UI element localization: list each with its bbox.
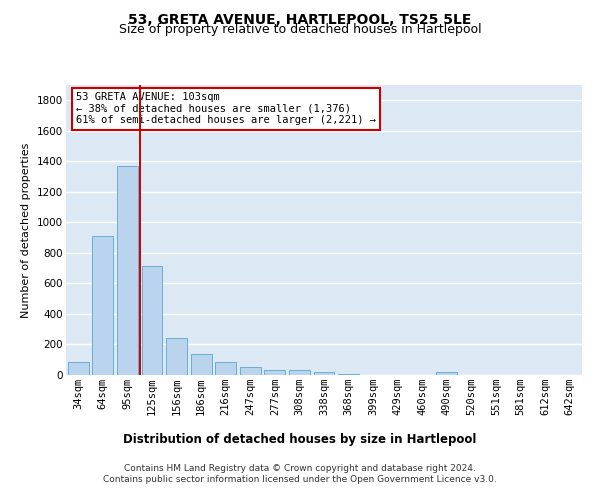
Bar [289, 370, 310, 375]
Text: 53 GRETA AVENUE: 103sqm
← 38% of detached houses are smaller (1,376)
61% of semi: 53 GRETA AVENUE: 103sqm ← 38% of detache… [76, 92, 376, 126]
Bar [117, 166, 138, 375]
Text: Distribution of detached houses by size in Hartlepool: Distribution of detached houses by size … [124, 432, 476, 446]
Bar [314, 372, 334, 375]
Bar [191, 354, 212, 375]
Bar [338, 374, 359, 375]
Bar [436, 372, 457, 375]
Bar [166, 338, 187, 375]
Bar [68, 362, 89, 375]
Text: Size of property relative to detached houses in Hartlepool: Size of property relative to detached ho… [119, 22, 481, 36]
Bar [92, 236, 113, 375]
Y-axis label: Number of detached properties: Number of detached properties [22, 142, 31, 318]
Bar [240, 368, 261, 375]
Bar [265, 370, 286, 375]
Text: Contains HM Land Registry data © Crown copyright and database right 2024.: Contains HM Land Registry data © Crown c… [124, 464, 476, 473]
Bar [142, 266, 163, 375]
Bar [215, 362, 236, 375]
Text: Contains public sector information licensed under the Open Government Licence v3: Contains public sector information licen… [103, 475, 497, 484]
Text: 53, GRETA AVENUE, HARTLEPOOL, TS25 5LE: 53, GRETA AVENUE, HARTLEPOOL, TS25 5LE [128, 12, 472, 26]
